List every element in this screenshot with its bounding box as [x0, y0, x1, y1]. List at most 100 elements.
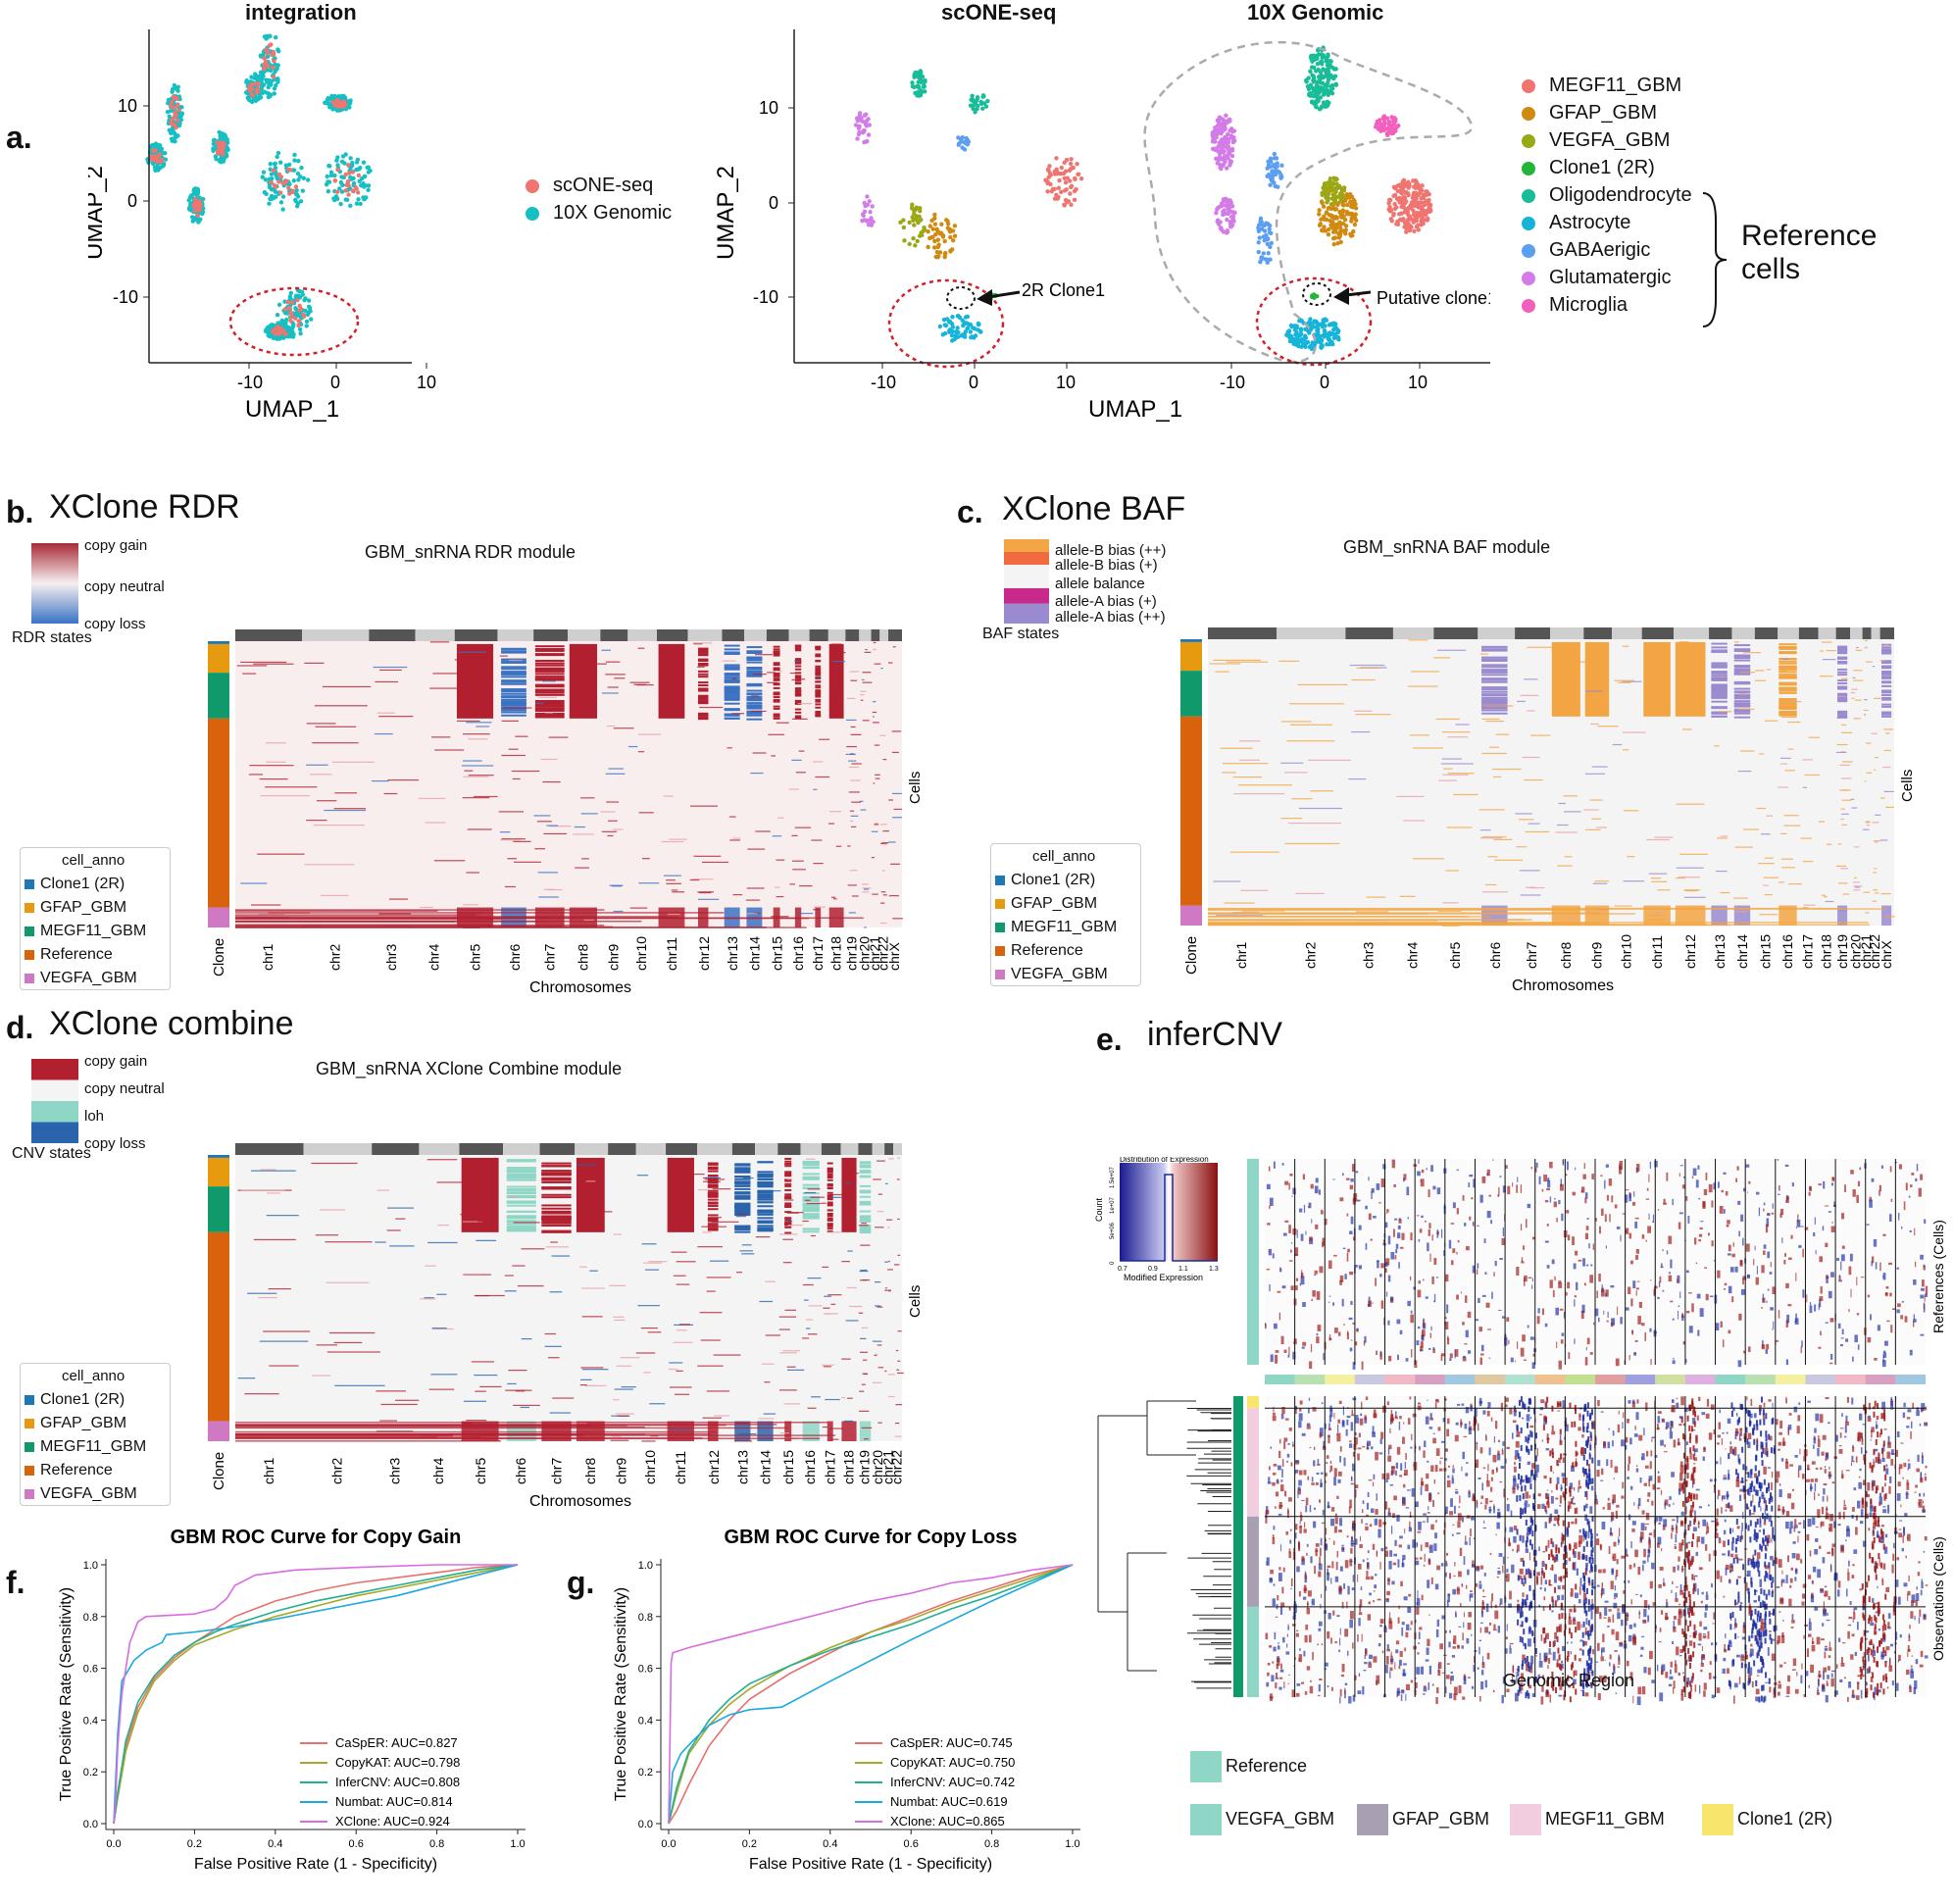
- expression-streak: [1352, 1322, 1356, 1325]
- umap-point: [273, 331, 277, 336]
- umap-point: [953, 332, 959, 338]
- umap-point: [262, 55, 267, 61]
- chromosome-label: chr7: [1524, 942, 1539, 969]
- cnv-block: [1711, 706, 1728, 709]
- cnv-block: [859, 1175, 872, 1177]
- noise-streak: [1716, 871, 1728, 873]
- noise-streak: [636, 1175, 649, 1177]
- cnv-block: [1481, 702, 1508, 705]
- noise-streak: [427, 1241, 458, 1244]
- noise-streak: [1351, 678, 1376, 681]
- noise-streak: [859, 1390, 865, 1392]
- umap-point: [278, 190, 283, 195]
- noise-streak: [260, 1169, 276, 1171]
- umap-point: [273, 189, 278, 194]
- cnv-block: [794, 689, 802, 692]
- umap-point: [256, 81, 262, 86]
- noise-streak: [859, 1351, 869, 1353]
- noise-streak: [1356, 667, 1379, 670]
- cnv-block: [724, 676, 740, 679]
- chromosome-band: [1345, 627, 1393, 639]
- umap-point: [1402, 181, 1408, 186]
- cnv-block: [859, 1166, 872, 1169]
- noise-streak: [576, 1423, 587, 1425]
- chromosome-band: [1731, 627, 1755, 639]
- cnv-block: [506, 1211, 536, 1214]
- expression-streak: [1592, 1243, 1595, 1250]
- umap-point: [1328, 73, 1333, 77]
- cnv-block: [1733, 716, 1751, 719]
- cnv-block: [501, 660, 526, 663]
- noise-streak: [693, 643, 703, 645]
- chromosome-label: chr13: [725, 936, 740, 971]
- noise-streak: [1879, 660, 1885, 662]
- noise-streak: [813, 761, 824, 763]
- cnv-block: [757, 1210, 774, 1213]
- noise-streak: [430, 736, 451, 738]
- noise-streak: [1873, 889, 1878, 891]
- cnv-block: [1837, 685, 1848, 688]
- expression-streak: [1270, 1354, 1274, 1363]
- noise-streak: [777, 817, 784, 819]
- noise-streak: [778, 1389, 797, 1391]
- noise-streak: [1780, 757, 1791, 759]
- umap-point: [1215, 118, 1221, 124]
- chromosome-band: [459, 1143, 504, 1155]
- umap-point: [1350, 202, 1355, 208]
- noise-streak: [458, 651, 486, 653]
- noise-streak: [1873, 872, 1877, 874]
- umap-point: [343, 106, 349, 112]
- umap-point: [1270, 175, 1275, 181]
- noise-streak: [669, 1205, 688, 1207]
- chromosome-label: chr19: [857, 1450, 873, 1484]
- umap-point: [970, 93, 975, 98]
- umap-point: [335, 167, 340, 173]
- noise-streak: [791, 834, 798, 836]
- cnv-block: [724, 673, 740, 676]
- cnv-block: [757, 1161, 774, 1164]
- umap-point: [1224, 211, 1228, 216]
- split-xtick: -10: [1220, 373, 1245, 392]
- umap-point: [1414, 196, 1419, 201]
- umap-point: [364, 195, 369, 200]
- umap-point: [178, 117, 184, 123]
- cnv-block: [1733, 648, 1751, 651]
- noise-streak: [1874, 757, 1879, 759]
- umap-point: [174, 125, 178, 130]
- noise-streak: [765, 1334, 780, 1336]
- noise-streak: [791, 678, 799, 681]
- expression-streak: [1605, 1164, 1609, 1168]
- noise-streak: [742, 1177, 754, 1179]
- noise-streak: [782, 1262, 792, 1264]
- expression-streak: [1544, 1240, 1549, 1243]
- noise-streak: [1742, 652, 1762, 654]
- noise-streak: [1855, 649, 1863, 651]
- cnv-block: [841, 1421, 857, 1441]
- expression-streak: [1537, 1308, 1540, 1314]
- cnv-block: [1733, 680, 1751, 683]
- umap-point: [273, 161, 277, 167]
- umap-point: [1218, 165, 1223, 171]
- umap-point: [1330, 341, 1335, 347]
- noise-streak: [328, 1331, 376, 1334]
- chromosome-band: [1778, 627, 1799, 639]
- umap-point: [1256, 228, 1262, 234]
- noise-streak: [824, 1295, 831, 1297]
- chromosome-label: chr21: [867, 936, 882, 971]
- chromosome-band: [608, 1143, 636, 1155]
- noise-streak: [380, 1403, 418, 1406]
- chromosomes-axis-label: Chromosomes: [529, 1493, 631, 1510]
- noise-streak: [897, 1254, 901, 1256]
- chromosome-band: [497, 629, 534, 641]
- umap-point: [1284, 332, 1289, 338]
- noise-streak: [767, 681, 777, 683]
- noise-streak: [822, 1266, 829, 1269]
- cnv-block: [802, 1173, 820, 1176]
- chromosome-band: [1277, 627, 1346, 639]
- noise-streak: [1676, 877, 1686, 879]
- noise-streak: [504, 1275, 514, 1277]
- umap-point: [977, 322, 981, 327]
- umap-point: [902, 238, 907, 243]
- umap-point: [295, 297, 300, 303]
- noise-streak: [1437, 910, 1462, 912]
